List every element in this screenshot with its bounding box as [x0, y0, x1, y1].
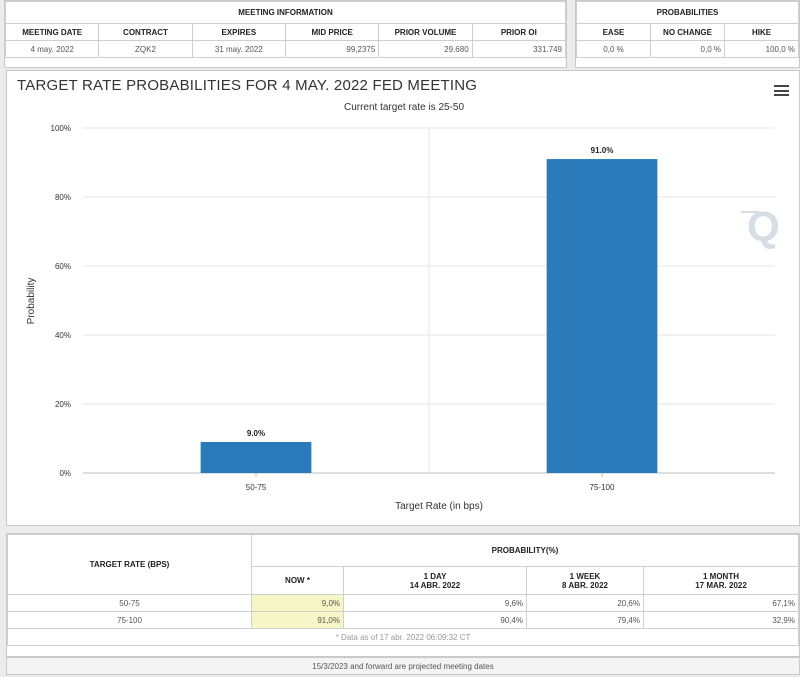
bar-chart: 0%20%40%60%80%100%50-75 75-100 9.0%91.0% … [26, 124, 775, 512]
y-tick-label: 100% [51, 124, 71, 133]
probabilities-panel: PROBABILITIES EASE NO CHANGE HIKE 0,0 % … [575, 0, 800, 68]
col-expires: EXPIRES [191, 23, 286, 41]
col-1day-date: 14 ABR. 2022 [409, 580, 461, 590]
col-prior-volume: PRIOR VOLUME [378, 23, 473, 41]
ease-value: 0,0 % [576, 40, 651, 58]
col-1week-label: 1 WEEK [569, 571, 601, 581]
x-tick-label: 75-100 [590, 483, 615, 492]
mid-price-value: 99,2375 [284, 40, 380, 58]
col-no-change: NO CHANGE [650, 23, 725, 41]
bar-data-label: 91.0% [591, 146, 614, 155]
y-tick-label: 0% [59, 469, 71, 478]
col-meeting-date: MEETING DATE [4, 23, 100, 41]
x-tick-label: 50-75 [246, 483, 267, 492]
col-1month: 1 MONTH 17 MAR. 2022 [643, 566, 799, 595]
rate-cell: 50-75 [7, 594, 252, 612]
contract-value: ZQK2 [98, 40, 193, 58]
target-rate-header: TARGET RATE (BPS) [7, 534, 252, 595]
week-cell: 79,4% [526, 611, 644, 629]
data-timestamp-note: * Data as of 17 abr. 2022 06:09:32 CT [7, 628, 799, 646]
chart-subtitle: Current target rate is 25-50 [343, 102, 465, 113]
hike-value: 100,0 % [724, 40, 799, 58]
chart-title: TARGET RATE PROBABILITIES FOR 4 MAY. 202… [17, 77, 478, 94]
col-1month-label: 1 MONTH [703, 571, 739, 581]
table-row: 50-75 9,0% 9,6% 20,6% 67,1% [7, 594, 799, 612]
prior-oi-value: 331.749 [471, 40, 567, 58]
col-1day-label: 1 DAY [423, 571, 447, 581]
col-contract: CONTRACT [98, 23, 193, 41]
chart-panel: TARGET RATE PROBABILITIES FOR 4 MAY. 202… [6, 70, 800, 526]
meeting-information-header: MEETING INFORMATION [5, 1, 566, 24]
meeting-date-value: 4 may. 2022 [4, 40, 100, 58]
week-cell: 20,6% [526, 594, 644, 612]
y-axis-label: Probability [26, 278, 37, 325]
table-row: 75-100 91,0% 90,4% 79,4% 32,9% [7, 611, 799, 629]
bar[interactable] [546, 159, 658, 474]
now-cell: 9,0% [251, 594, 344, 612]
col-now: NOW * [251, 566, 344, 595]
expires-value: 31 may. 2022 [191, 40, 286, 58]
col-mid-price: MID PRICE [284, 23, 380, 41]
y-tick-label: 40% [55, 331, 71, 340]
no-change-value: 0,0 % [650, 40, 725, 58]
hamburger-menu-icon[interactable] [774, 85, 789, 96]
col-ease: EASE [576, 23, 651, 41]
meeting-information-panel: MEETING INFORMATION MEETING DATE CONTRAC… [4, 0, 567, 68]
col-1week: 1 WEEK 8 ABR. 2022 [526, 566, 644, 595]
prior-volume-value: 29.680 [378, 40, 473, 58]
probability-header: PROBABILITY(%) [251, 534, 799, 567]
day-cell: 90,4% [343, 611, 527, 629]
col-prior-oi: PRIOR OI [471, 23, 567, 41]
day-cell: 9,6% [343, 594, 527, 612]
y-tick-label: 80% [55, 193, 71, 202]
col-1month-date: 17 MAR. 2022 [695, 580, 747, 590]
month-cell: 67,1% [643, 594, 799, 612]
probability-history-panel: TARGET RATE (BPS) PROBABILITY(%) NOW * 1… [6, 533, 800, 657]
footer-note: 15/3/2023 and forward are projected meet… [6, 657, 800, 675]
probabilities-header: PROBABILITIES [576, 1, 799, 24]
bar[interactable] [200, 441, 312, 473]
rate-cell: 75-100 [7, 611, 252, 629]
y-tick-label: 60% [55, 262, 71, 271]
col-hike: HIKE [724, 23, 799, 41]
x-axis-label: Target Rate (in bps) [395, 501, 483, 512]
col-1week-date: 8 ABR. 2022 [562, 580, 608, 590]
now-cell: 91,0% [251, 611, 344, 629]
y-tick-label: 20% [55, 400, 71, 409]
col-1day: 1 DAY 14 ABR. 2022 [343, 566, 527, 595]
month-cell: 32,9% [643, 611, 799, 629]
bar-data-label: 9.0% [247, 429, 265, 438]
q-logo-icon: Q [741, 203, 780, 250]
